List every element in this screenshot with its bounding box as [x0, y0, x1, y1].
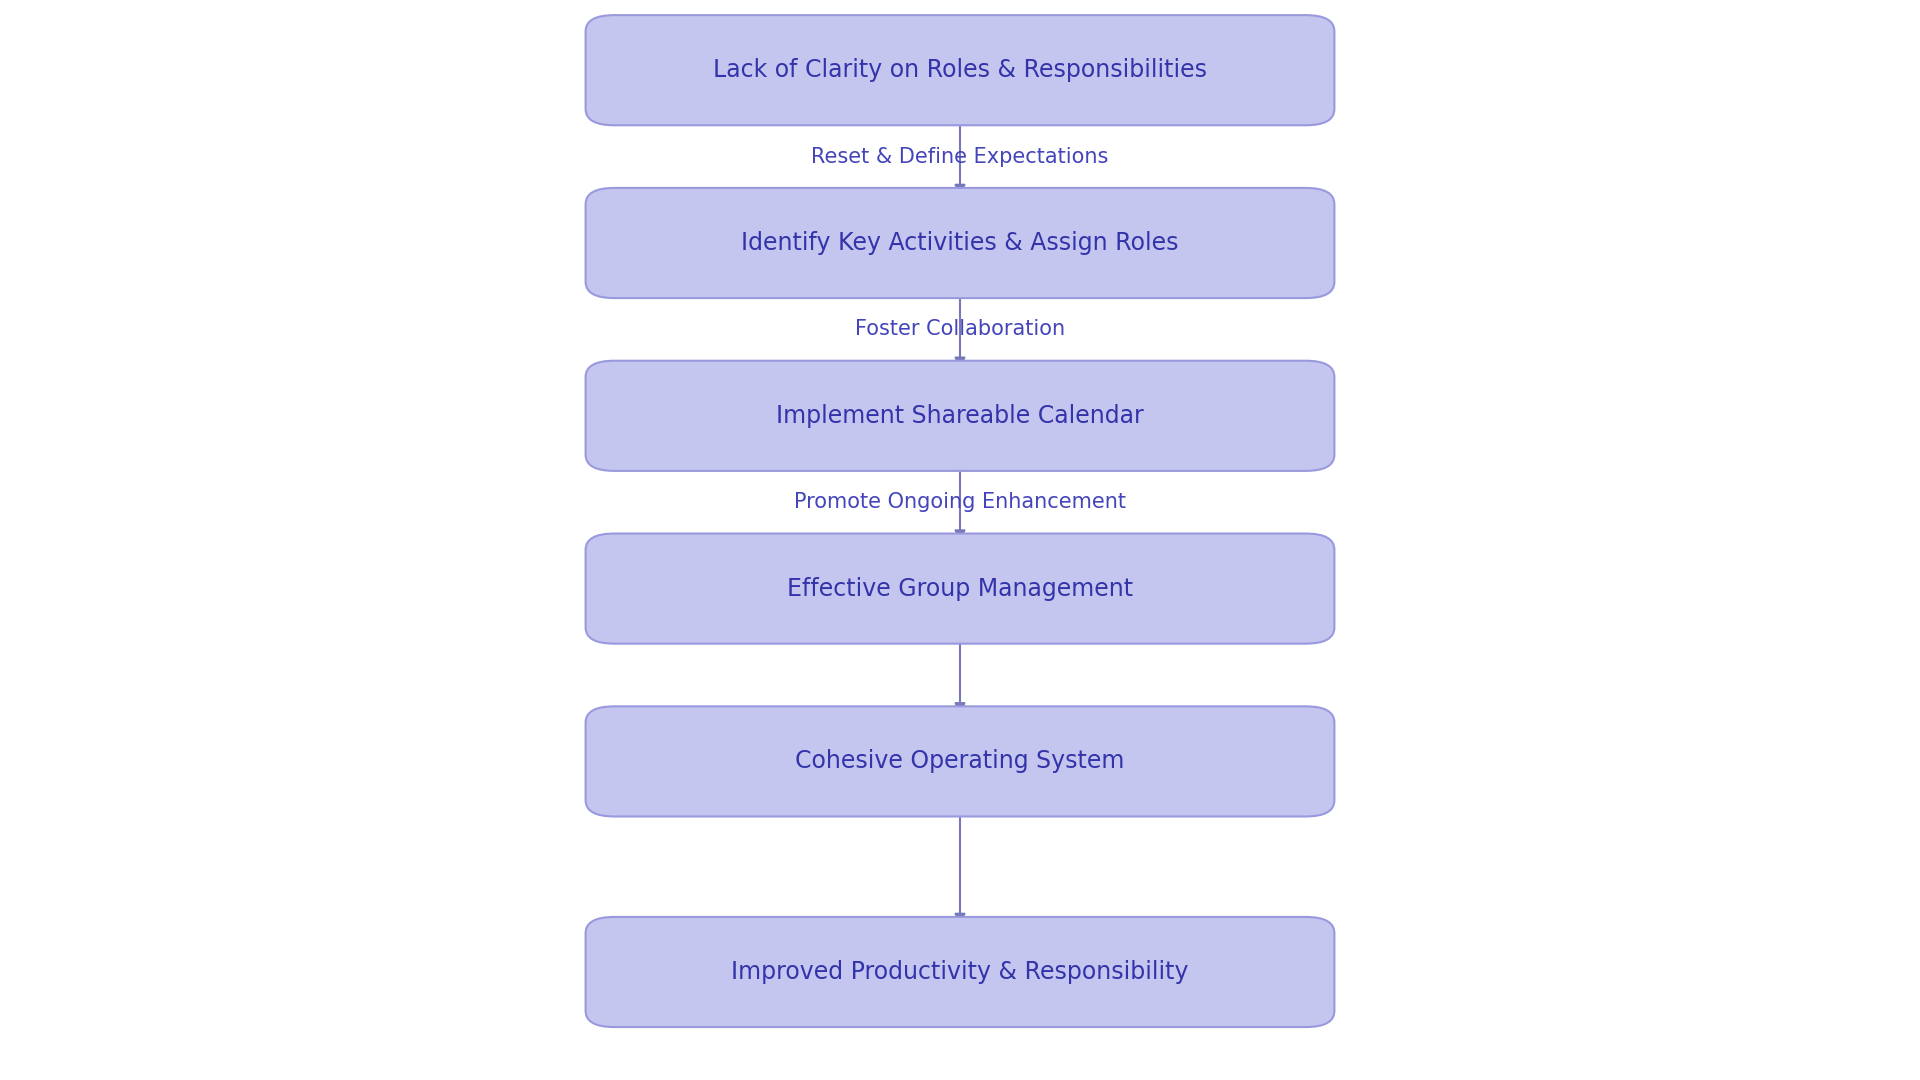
- Text: Reset & Define Expectations: Reset & Define Expectations: [812, 147, 1108, 166]
- Text: Lack of Clarity on Roles & Responsibilities: Lack of Clarity on Roles & Responsibilit…: [712, 58, 1208, 82]
- Text: Promote Ongoing Enhancement: Promote Ongoing Enhancement: [795, 492, 1125, 512]
- Text: Cohesive Operating System: Cohesive Operating System: [795, 750, 1125, 773]
- Text: Foster Collaboration: Foster Collaboration: [854, 320, 1066, 339]
- Text: Improved Productivity & Responsibility: Improved Productivity & Responsibility: [732, 960, 1188, 984]
- FancyBboxPatch shape: [586, 917, 1334, 1027]
- Text: Effective Group Management: Effective Group Management: [787, 577, 1133, 600]
- FancyBboxPatch shape: [586, 188, 1334, 298]
- Text: Identify Key Activities & Assign Roles: Identify Key Activities & Assign Roles: [741, 231, 1179, 255]
- FancyBboxPatch shape: [586, 534, 1334, 644]
- FancyBboxPatch shape: [586, 706, 1334, 816]
- FancyBboxPatch shape: [586, 15, 1334, 125]
- Text: Implement Shareable Calendar: Implement Shareable Calendar: [776, 404, 1144, 428]
- FancyBboxPatch shape: [586, 361, 1334, 471]
